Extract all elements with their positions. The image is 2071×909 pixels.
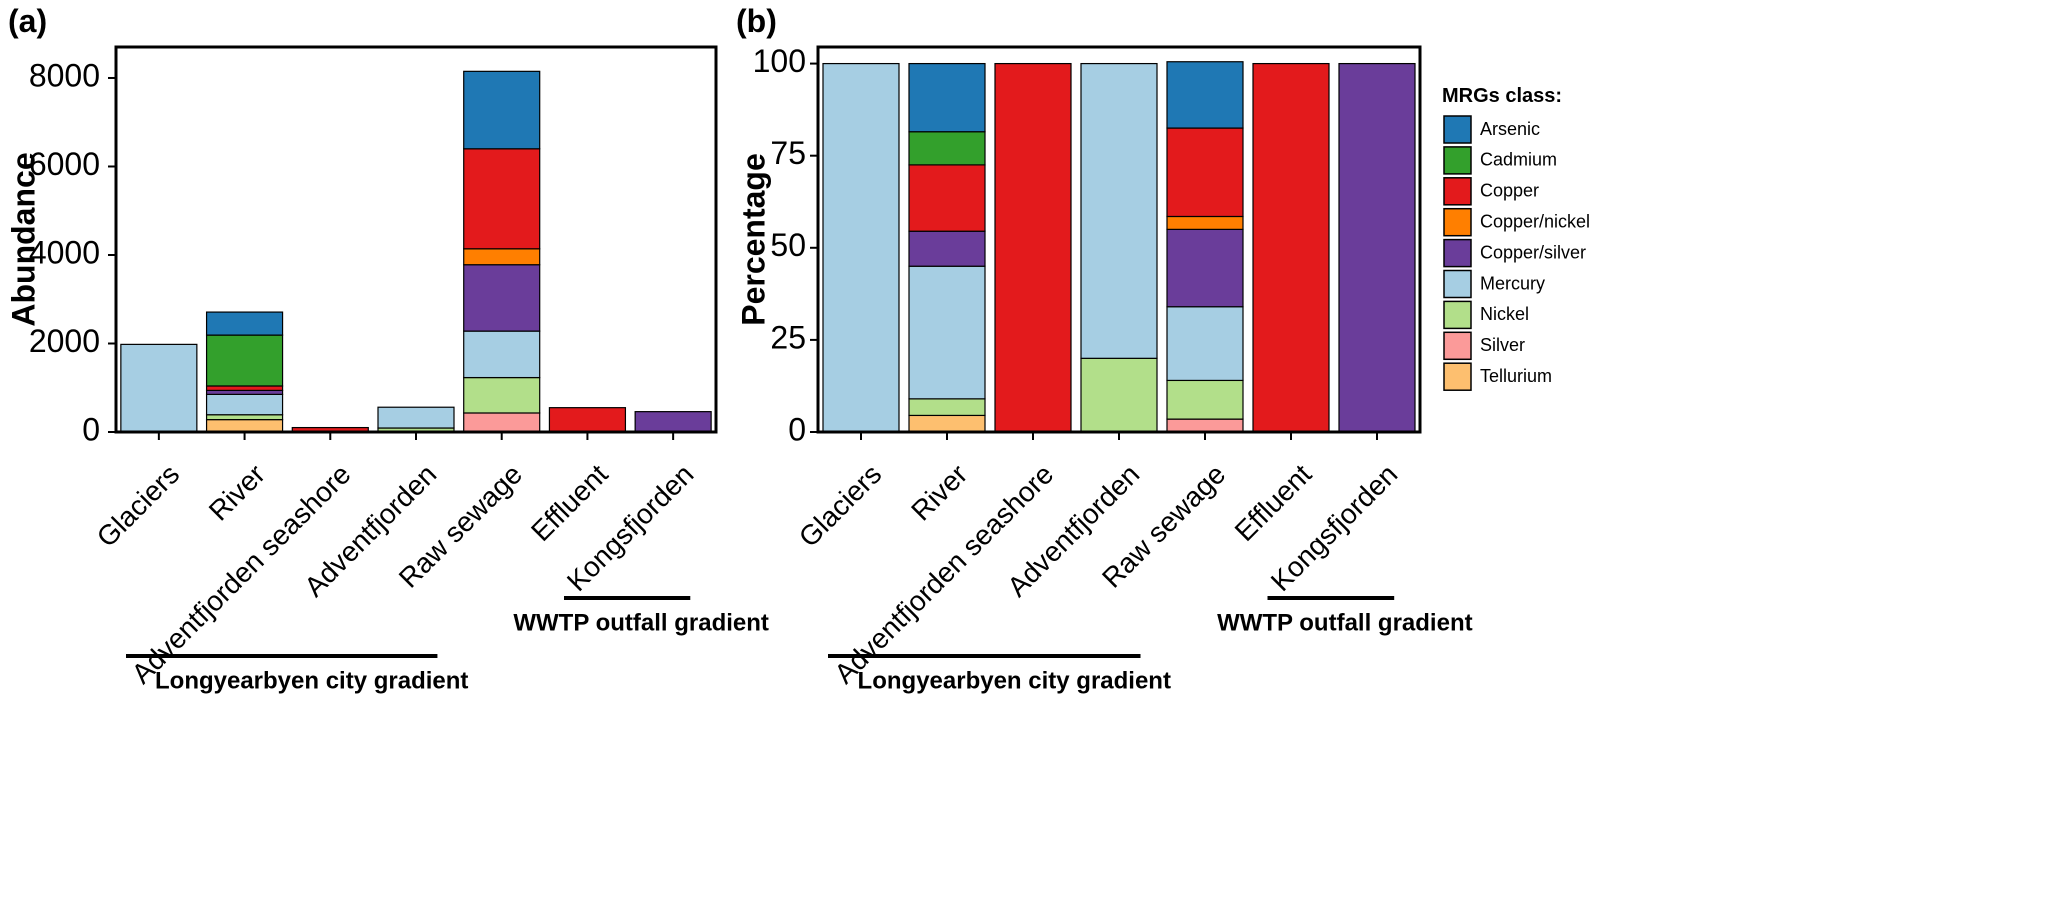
legend-swatch-cadmium [1443, 146, 1472, 175]
bar-segment-raw-sewage-copper-nickel [463, 248, 541, 266]
bar-segment-kongsfjorden-copper-silver [634, 411, 712, 433]
legend-label-silver: Silver [1480, 335, 1525, 355]
legend-title: MRGs class: [1442, 85, 1562, 107]
bar-segment-river-nickel [908, 398, 986, 417]
legend-label-cadmium: Cadmium [1480, 150, 1557, 170]
bar-segment-glaciers-mercury [120, 343, 198, 433]
legend-swatch-copper-nickel [1443, 207, 1472, 237]
y-axis-title: Abundance [5, 152, 41, 326]
city-gradient-label: Longyearbyen city gradient [155, 667, 468, 694]
x-category-label-effluent: Effluent [1229, 458, 1318, 547]
bar-segment-adventfjorden-nickel [1080, 357, 1158, 433]
bar-segment-effluent-copper [1252, 62, 1330, 433]
bar-segment-river-mercury [908, 265, 986, 400]
y-tick-label: 0 [788, 411, 806, 447]
bar-segment-raw-sewage-arsenic [463, 70, 541, 150]
bar-segment-river-copper-silver [908, 230, 986, 267]
x-category-label-glaciers: Glaciers [793, 458, 888, 553]
legend-label-tellurium: Tellurium [1480, 366, 1552, 386]
bar-segment-raw-sewage-copper [463, 148, 541, 250]
plot-frame [816, 45, 1422, 434]
bar-segment-river-copper [908, 164, 986, 232]
bar-segment-raw-sewage-copper-silver [463, 264, 541, 332]
legend-swatch-silver [1443, 331, 1472, 361]
bar-segment-raw-sewage-nickel [1166, 379, 1244, 420]
legend-swatch-mercury [1443, 269, 1472, 299]
y-tick-label: 50 [770, 227, 806, 263]
x-category-label-effluent: Effluent [525, 458, 614, 547]
bar-segment-raw-sewage-nickel [463, 376, 541, 414]
bar-segment-river-tellurium [205, 419, 284, 433]
wwtp-gradient-label: WWTP outfall gradient [1217, 609, 1473, 636]
legend-swatch-nickel [1443, 300, 1472, 330]
bar-segment-raw-sewage-silver [463, 412, 541, 433]
bar-segment-raw-sewage-copper-silver [1166, 228, 1244, 308]
plot-frame [114, 45, 718, 434]
legend-label-copper-silver: Copper/silver [1480, 242, 1586, 262]
bar-segment-raw-sewage-mercury [463, 330, 541, 379]
bar-segment-raw-sewage-silver [1166, 418, 1244, 433]
panel-label: (a) [8, 3, 47, 39]
legend-label-copper-nickel: Copper/nickel [1480, 211, 1590, 231]
legend-swatch-copper [1443, 177, 1472, 206]
bar-segment-river-arsenic [205, 311, 284, 336]
y-tick-label: 6000 [29, 146, 100, 182]
bar-segment-river-cadmium [205, 334, 284, 387]
x-category-label-river: River [905, 458, 973, 526]
legend-label-nickel: Nickel [1480, 304, 1529, 324]
legend-swatch-arsenic [1443, 115, 1472, 144]
bar-segment-adventfjorden-seashore-copper [994, 62, 1072, 433]
y-tick-label: 100 [753, 43, 806, 79]
panel-label: (b) [736, 3, 777, 39]
y-tick-label: 75 [770, 135, 806, 171]
bar-segment-river-nickel [205, 414, 284, 421]
bar-segment-raw-sewage-copper-nickel [1166, 215, 1244, 230]
legend-label-mercury: Mercury [1480, 273, 1545, 293]
legend-swatch-copper-silver [1443, 238, 1472, 268]
y-tick-label: 2000 [29, 323, 100, 359]
bar-segment-river-mercury [205, 393, 284, 416]
y-tick-label: 25 [770, 319, 806, 355]
y-tick-label: 8000 [29, 57, 100, 93]
legend-label-arsenic: Arsenic [1480, 119, 1540, 139]
x-category-label-river: River [203, 458, 271, 526]
bar-segment-raw-sewage-copper [1166, 127, 1244, 218]
bar-segment-kongsfjorden-copper-silver [1338, 62, 1416, 433]
bar-segment-river-cadmium [908, 131, 986, 166]
y-tick-label: 4000 [29, 234, 100, 270]
x-category-label-glaciers: Glaciers [91, 458, 186, 553]
bar-segment-effluent-copper [548, 407, 627, 433]
wwtp-gradient-label: WWTP outfall gradient [513, 609, 769, 636]
legend-label-copper: Copper [1480, 181, 1539, 201]
bar-segment-river-tellurium [908, 414, 986, 433]
y-axis-title: Percentage [735, 153, 771, 326]
bar-segment-adventfjorden-mercury [1080, 62, 1158, 359]
bar-segment-river-arsenic [908, 62, 986, 133]
bar-segment-adventfjorden-mercury [377, 406, 455, 429]
bar-segment-raw-sewage-mercury [1166, 306, 1244, 382]
city-gradient-label: Longyearbyen city gradient [858, 667, 1171, 694]
legend: MRGs class: Arsenic Cadmium Copper Copper/ni… [1442, 85, 1590, 391]
bar-segment-glaciers-mercury [822, 62, 900, 433]
bar-segment-river-copper [205, 385, 284, 392]
bar-segment-raw-sewage-arsenic [1166, 61, 1244, 129]
panel-a-abundance-chart: (a) Abundance 0 2000 4000 6000 8000 Glaciers Riv… [5, 3, 768, 694]
y-tick-label: 0 [82, 411, 100, 447]
legend-swatch-tellurium [1443, 362, 1472, 391]
